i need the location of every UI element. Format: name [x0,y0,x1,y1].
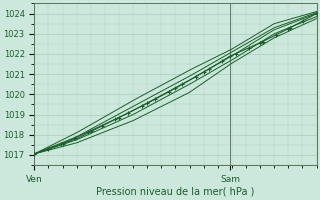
X-axis label: Pression niveau de la mer( hPa ): Pression niveau de la mer( hPa ) [96,187,255,197]
